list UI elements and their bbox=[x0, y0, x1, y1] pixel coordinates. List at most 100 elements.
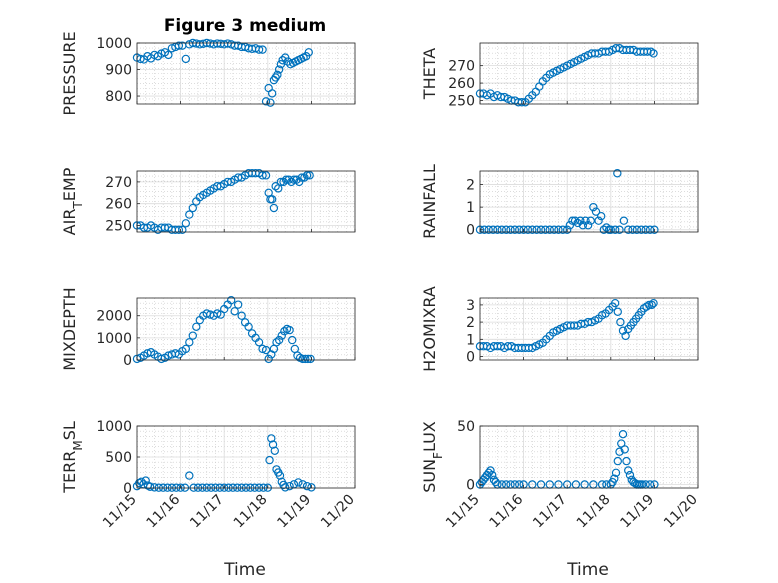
y-tick-label: 1000 bbox=[96, 331, 132, 347]
data-point bbox=[606, 225, 616, 234]
axes-box bbox=[136, 297, 356, 361]
y-tick-label: 1 bbox=[466, 200, 475, 216]
x-tick-label: 11/16 bbox=[144, 491, 184, 531]
data-point bbox=[493, 225, 502, 234]
data-point bbox=[185, 210, 194, 219]
y-axis-label: THETA bbox=[420, 48, 439, 100]
data-point bbox=[298, 354, 307, 364]
y-tick-label: 250 bbox=[105, 218, 132, 234]
y-tick-label: 2000 bbox=[96, 309, 132, 325]
data-point bbox=[517, 98, 527, 107]
data-point bbox=[488, 225, 498, 234]
data-point bbox=[188, 331, 198, 340]
data-point bbox=[276, 60, 286, 69]
y-axis-label: MIXDEPTH bbox=[60, 287, 79, 370]
y-tick-label: 0 bbox=[123, 353, 132, 369]
x-axis-label-left: Time bbox=[223, 560, 266, 580]
data-point bbox=[549, 225, 559, 234]
data-point bbox=[632, 225, 642, 234]
x-tick-label: 11/19 bbox=[274, 492, 314, 532]
data-point bbox=[273, 70, 282, 80]
data-point bbox=[266, 98, 275, 107]
series-markers bbox=[132, 38, 313, 107]
data-point bbox=[536, 225, 546, 234]
data-point bbox=[265, 455, 274, 465]
data-point bbox=[610, 474, 619, 483]
data-point bbox=[267, 89, 277, 98]
data-point bbox=[157, 354, 166, 364]
data-point bbox=[292, 175, 301, 184]
subplot-1: 800 900 1000 PRESSURE bbox=[60, 31, 356, 116]
data-point bbox=[261, 171, 271, 180]
data-point bbox=[244, 322, 253, 331]
subplot-8: 0 50 11/15 11/16 11/17 11/18 11/19 11/20 SUNFLUX bbox=[420, 419, 701, 531]
data-point bbox=[497, 225, 506, 234]
data-point bbox=[258, 171, 267, 180]
y-axis-label: RAINFALL bbox=[420, 164, 439, 239]
data-point bbox=[294, 177, 304, 187]
data-point bbox=[233, 300, 243, 309]
x-tick-label: 11/17 bbox=[187, 492, 227, 532]
data-point bbox=[269, 203, 279, 213]
y-axis-label: PRESSURE bbox=[60, 31, 79, 115]
data-point bbox=[304, 48, 313, 57]
axes-box bbox=[479, 170, 699, 233]
data-point bbox=[611, 468, 621, 477]
series-markers bbox=[475, 44, 658, 107]
data-point bbox=[230, 307, 239, 316]
data-point bbox=[181, 344, 191, 354]
data-point bbox=[287, 177, 296, 187]
axes-box bbox=[479, 42, 699, 105]
data-point bbox=[624, 466, 633, 475]
x-axis-label-right: Time bbox=[566, 560, 609, 580]
data-point bbox=[145, 482, 155, 491]
data-point bbox=[178, 225, 187, 235]
data-point bbox=[619, 216, 629, 225]
data-point bbox=[268, 440, 278, 449]
data-point bbox=[267, 434, 276, 443]
data-point bbox=[613, 307, 622, 316]
data-point bbox=[620, 445, 629, 454]
data-point bbox=[563, 225, 572, 234]
data-point bbox=[488, 470, 497, 480]
data-point bbox=[515, 225, 524, 234]
y-tick-label: 250 bbox=[448, 94, 475, 110]
data-point bbox=[137, 477, 146, 486]
data-point bbox=[554, 225, 563, 234]
data-point bbox=[641, 225, 650, 234]
data-point bbox=[510, 225, 520, 234]
data-point bbox=[589, 202, 598, 212]
data-point bbox=[568, 216, 577, 225]
data-point bbox=[486, 466, 495, 475]
x-tick-label: 11/18 bbox=[574, 492, 614, 532]
data-point bbox=[610, 298, 620, 308]
x-tick-label: 11/17 bbox=[530, 492, 570, 532]
data-point bbox=[644, 300, 654, 310]
data-point bbox=[625, 470, 635, 480]
data-point bbox=[237, 311, 246, 320]
y-tick-label: 0 bbox=[123, 481, 132, 497]
y-tick-label: 2 bbox=[466, 178, 475, 194]
y-tick-label: 800 bbox=[105, 89, 132, 105]
data-point bbox=[174, 41, 184, 50]
data-point bbox=[602, 223, 611, 232]
axes-box bbox=[479, 297, 699, 361]
data-point bbox=[281, 483, 290, 492]
y-tick-label: 50 bbox=[457, 419, 475, 435]
data-point bbox=[275, 471, 285, 480]
data-point bbox=[594, 216, 603, 225]
data-point bbox=[597, 211, 606, 221]
data-point bbox=[267, 195, 277, 204]
data-point bbox=[649, 49, 658, 58]
y-axis-label: AIRTEMP bbox=[60, 167, 85, 235]
data-point bbox=[645, 225, 655, 234]
data-point bbox=[277, 331, 286, 340]
y-tick-label: 270 bbox=[448, 59, 475, 75]
data-point bbox=[643, 47, 652, 56]
series-markers bbox=[132, 168, 314, 235]
data-point bbox=[274, 65, 284, 74]
data-point bbox=[570, 216, 580, 225]
data-point bbox=[616, 317, 625, 327]
data-point bbox=[213, 309, 222, 318]
